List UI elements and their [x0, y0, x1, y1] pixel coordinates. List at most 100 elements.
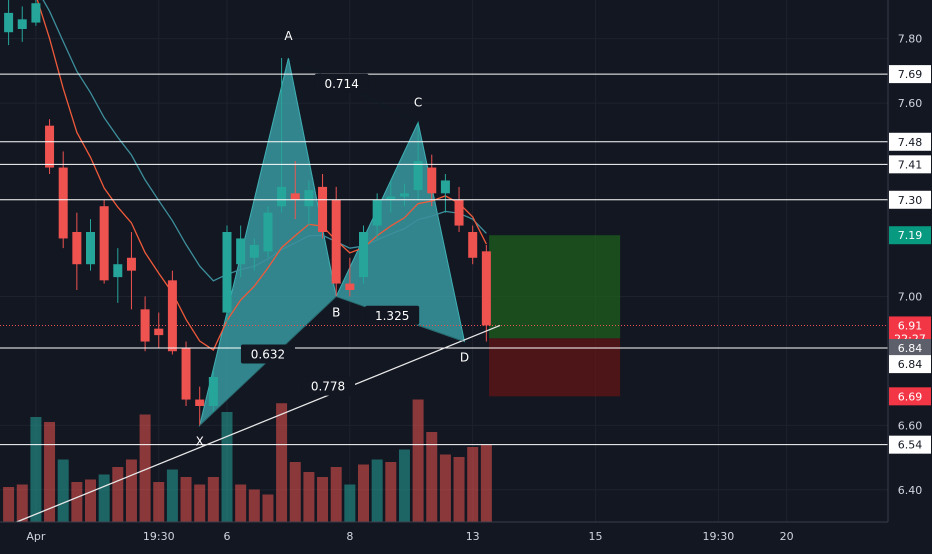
volume-bar [98, 474, 110, 522]
time-axis-background [0, 522, 888, 550]
candle-body [413, 161, 423, 191]
candle-body [331, 199, 341, 284]
ratio-label-box [314, 73, 369, 93]
volume-bar [166, 469, 178, 522]
price-tag-label: 6.69 [898, 390, 923, 403]
volume-bar [453, 457, 465, 522]
candle-body [113, 264, 123, 278]
price-tag-label: 7.19 [898, 229, 923, 242]
volume-bar [85, 479, 96, 522]
volume-bar [30, 417, 42, 522]
price-axis-tick-label: 7.60 [898, 97, 923, 110]
price-tag-box [889, 190, 931, 209]
candle-body [359, 232, 368, 278]
price-tag-label: 6.84 [898, 358, 923, 371]
volume-bar [358, 464, 369, 522]
price-tag-label: 6.91 [898, 319, 923, 332]
volume-bar [317, 477, 329, 522]
time-axis-tick-label: 15 [589, 530, 603, 543]
volume-bar [57, 459, 69, 522]
price-tag-box [889, 387, 931, 406]
candle-body [31, 3, 41, 23]
volume-bar [180, 477, 192, 522]
volume-bar [303, 472, 315, 522]
price-tag-box [889, 435, 931, 454]
candle-body [195, 399, 205, 406]
volume-bar [439, 454, 451, 522]
pattern-point-label: X [196, 434, 204, 448]
time-axis-tick-label: 8 [346, 530, 353, 543]
candle-body [126, 257, 136, 271]
volume-bar [398, 449, 410, 522]
candle-body [481, 251, 491, 326]
candle-body [399, 193, 409, 197]
price-tag-box [889, 65, 931, 84]
price-tag-label: 7.41 [898, 158, 923, 171]
candle-body [140, 309, 150, 342]
moving-average-slow [42, 0, 487, 282]
volume-bar [221, 412, 233, 522]
price-axis-tick-label: 7.80 [898, 33, 923, 46]
volume-bar [235, 484, 247, 522]
price-tag-label: 6.84 [898, 342, 923, 355]
ratio-label-box [365, 305, 420, 325]
price-axis-tick-label: 7.00 [898, 290, 923, 303]
candle-body [468, 232, 478, 258]
candle-body [318, 186, 328, 232]
ratio-label: 1.325 [375, 309, 409, 323]
volume-bar [262, 494, 274, 522]
trendline [8, 324, 501, 526]
price-tag-label: 6.54 [898, 439, 923, 452]
pattern-point-label: B [332, 305, 340, 319]
volume-bar [344, 484, 356, 522]
candle-body [222, 232, 232, 313]
candle-body [454, 199, 464, 226]
candle-body [17, 19, 27, 29]
ratio-label: 0.632 [251, 347, 285, 361]
time-axis-tick-label: 6 [224, 530, 231, 543]
volume-bar [371, 459, 383, 522]
candle-body [99, 206, 109, 281]
volume-bar [412, 399, 424, 522]
candle-body [86, 232, 95, 265]
price-tag-box [889, 132, 931, 151]
volume-bar [289, 462, 301, 522]
price-tag-box [889, 226, 931, 245]
volume-bar [112, 467, 124, 522]
price-tag-label: 7.48 [898, 136, 923, 149]
volume-bar [207, 477, 219, 522]
candle-body [208, 377, 218, 406]
candle-body [154, 328, 164, 336]
price-tag-box [889, 339, 931, 357]
time-axis-tick-label: 20 [780, 530, 794, 543]
volume-bar [125, 459, 137, 522]
candle-body [277, 186, 287, 207]
ratio-label-box [240, 344, 295, 364]
volume-bar [16, 484, 28, 522]
volume-bar [71, 482, 83, 522]
price-tag-label: 7.69 [898, 68, 923, 81]
ratio-label: 0.778 [311, 380, 345, 394]
profit-zone [489, 235, 621, 339]
time-axis-tick-label: 19:30 [703, 530, 735, 543]
candle-body [440, 180, 450, 194]
volume-bar [480, 444, 492, 522]
candle-body [249, 244, 259, 258]
candle-body [58, 167, 68, 239]
moving-average-fast [36, 0, 487, 352]
volume-bar [330, 467, 342, 522]
time-axis-tick-label: 19:30 [143, 530, 175, 543]
pattern-point-label: C [414, 95, 422, 109]
volume-bar [385, 462, 397, 522]
price-tag-box [889, 155, 931, 174]
candle-body [386, 196, 396, 200]
loss-zone [489, 338, 621, 397]
volume-bar [44, 422, 56, 522]
ratio-label: 0.714 [324, 77, 358, 91]
volume-bar [276, 403, 288, 522]
candle-body [167, 280, 177, 352]
candle-body [290, 193, 300, 200]
pattern-point-label: A [284, 29, 293, 43]
